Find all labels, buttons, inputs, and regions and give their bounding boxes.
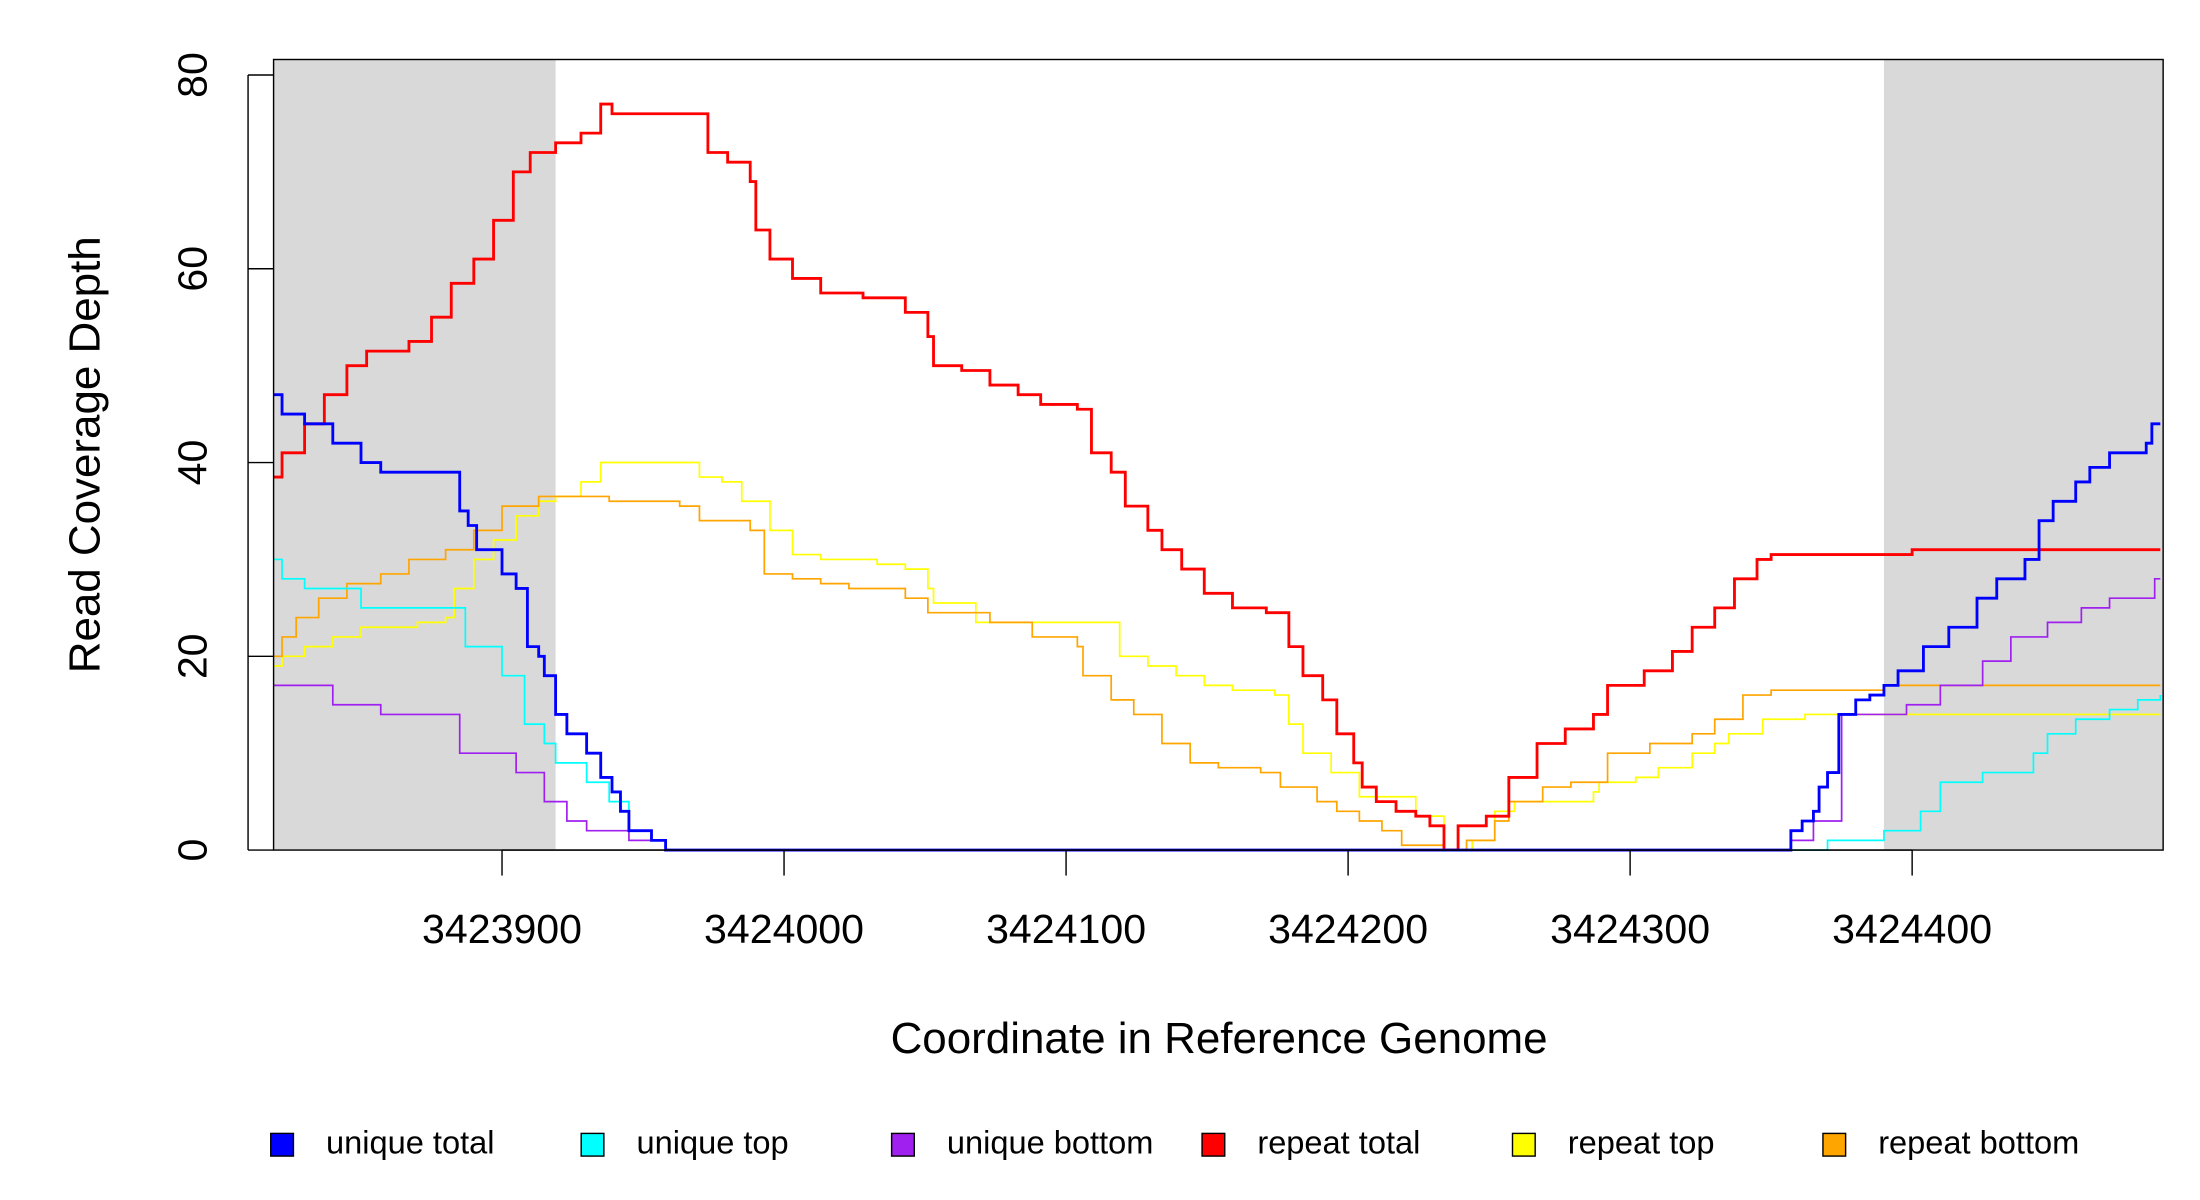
legend-swatch [1201,1132,1226,1157]
x-tick-label: 3424400 [1832,906,1992,952]
y-tick-label: 40 [169,440,215,486]
x-tick-label: 3424200 [1268,906,1428,952]
shaded-region [1883,59,2164,851]
x-tick-label: 3424100 [986,906,1146,952]
legend-label: unique total [326,1123,495,1160]
x-tick-label: 3424000 [704,906,864,952]
plot-frame [272,58,2164,851]
legend-swatch [270,1132,295,1157]
legend-swatch [1511,1132,1536,1157]
legend-label: repeat total [1257,1123,1420,1160]
y-axis-title: Read Coverage Depth [60,236,109,673]
y-tick-label: 0 [169,839,215,862]
legend-label: repeat bottom [1878,1123,2079,1160]
y-tick-label: 80 [169,52,215,98]
x-tick-label: 3423900 [422,906,582,952]
shaded-region [273,59,556,851]
legend-swatch [580,1132,605,1157]
x-axis-title: Coordinate in Reference Genome [891,1014,1548,1063]
legend-label: unique top [636,1123,788,1160]
legend-swatch [1822,1132,1847,1157]
legend-swatch [890,1132,916,1157]
x-tick-label: 3424300 [1550,906,1710,952]
coverage-line [273,393,2161,852]
y-tick-label: 60 [169,246,215,292]
legend-label: repeat top [1568,1123,1715,1160]
legend-label: unique bottom [947,1123,1154,1160]
coverage-line [273,461,2161,851]
coverage-line [273,102,2161,852]
y-tick-label: 20 [169,633,215,679]
coverage-line [273,495,2161,851]
